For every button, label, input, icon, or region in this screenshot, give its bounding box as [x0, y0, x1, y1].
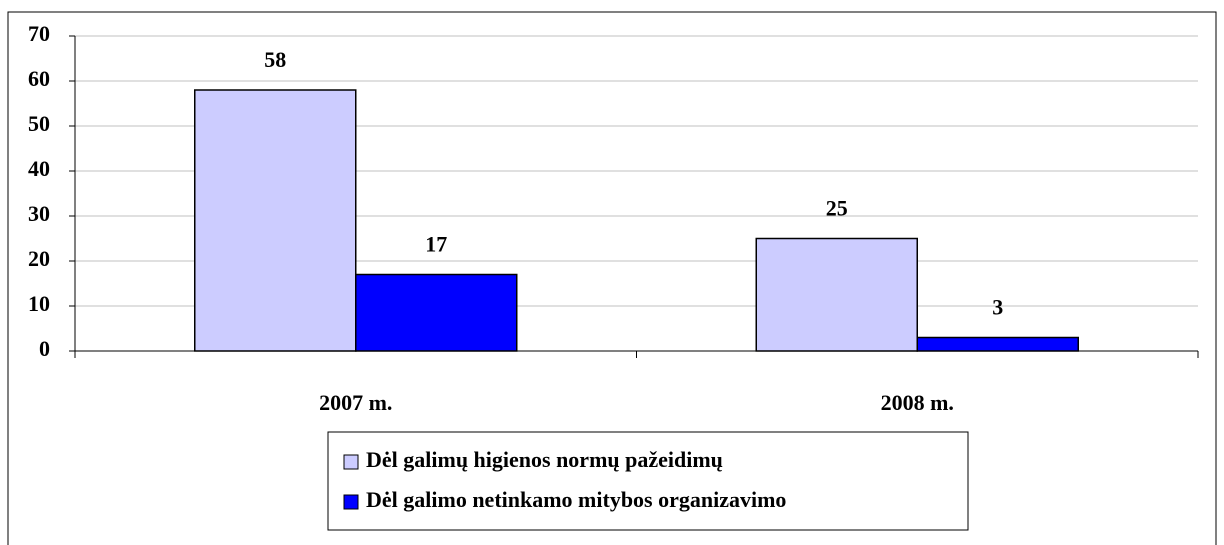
legend-label: Dėl galimų higienos normų pažeidimų [366, 447, 723, 472]
legend-swatch [343, 454, 359, 470]
x-tick-label: 2007 m. [319, 390, 392, 415]
data-label: 25 [826, 196, 848, 221]
y-tick-label: 70 [28, 21, 50, 46]
legend-box [327, 431, 969, 531]
bar [194, 89, 357, 352]
data-label: 58 [264, 47, 286, 72]
bar [916, 336, 1079, 352]
y-tick-label: 20 [28, 246, 50, 271]
y-tick-label: 50 [28, 111, 50, 136]
y-tick-label: 30 [28, 201, 50, 226]
data-label: 17 [425, 232, 447, 257]
chart-border [7, 11, 1217, 545]
bar [355, 273, 518, 352]
y-tick-label: 10 [28, 291, 50, 316]
bar [755, 237, 918, 352]
y-tick-label: 0 [39, 336, 50, 361]
legend-label: Dėl galimo netinkamo mitybos organizavim… [366, 487, 786, 512]
y-tick-label: 60 [28, 66, 50, 91]
data-label: 3 [992, 295, 1003, 320]
legend-swatch [343, 494, 359, 510]
y-tick-label: 40 [28, 156, 50, 181]
x-tick-label: 2008 m. [881, 390, 954, 415]
